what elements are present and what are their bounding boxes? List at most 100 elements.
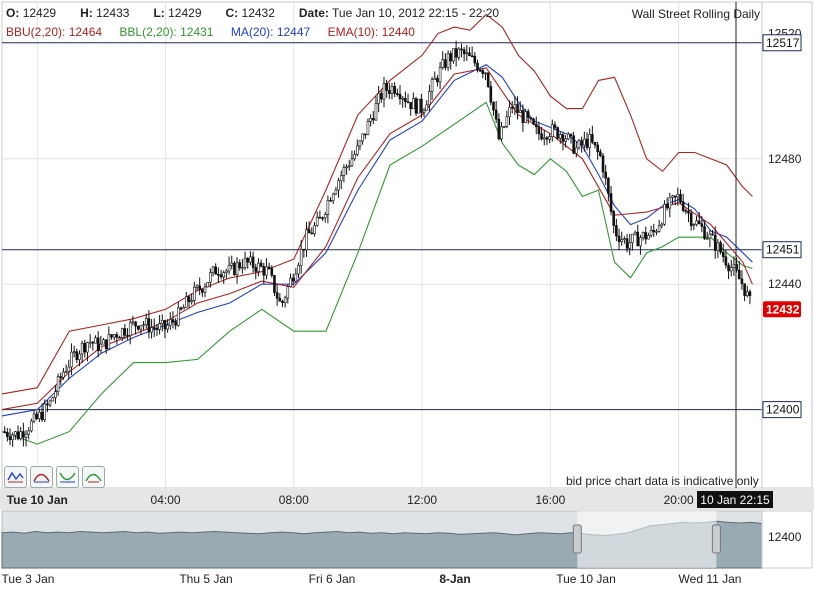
candle-body — [355, 145, 359, 155]
candle-body — [206, 282, 209, 288]
candle-body — [398, 93, 402, 100]
candle-body — [75, 351, 79, 360]
candle-body — [72, 351, 76, 353]
candle-body — [393, 86, 396, 94]
navigator-x-label: Thu 5 Jan — [179, 572, 232, 586]
candle-body — [558, 134, 562, 139]
candle-body — [251, 256, 255, 268]
candle-body — [380, 93, 383, 100]
candle-body — [470, 55, 474, 58]
navigator-x-label: Wed 11 Jan — [679, 572, 742, 586]
candle-body — [254, 267, 258, 272]
candle-body — [729, 267, 733, 272]
candle-body — [684, 210, 688, 212]
candle-body — [273, 275, 276, 293]
tool-settings-icon[interactable] — [82, 466, 105, 488]
navigator-y-panel — [761, 510, 813, 569]
open-label: O: — [6, 6, 20, 20]
candle-body — [201, 289, 204, 293]
candle-body — [54, 391, 57, 398]
tool-indicator-icon[interactable] — [30, 466, 53, 488]
series-ema-10- — [1, 67, 753, 411]
candle-body — [505, 116, 509, 127]
candle-body — [334, 189, 338, 195]
candle-body — [331, 193, 335, 202]
candle-body — [342, 167, 346, 176]
candle-body — [115, 334, 119, 338]
candle-body — [465, 52, 469, 55]
candle-body — [436, 77, 439, 83]
candle-body — [40, 411, 44, 421]
candle-body — [265, 266, 268, 276]
candle-body — [481, 70, 485, 75]
y-tick-label: 12440 — [768, 277, 802, 291]
candle-body — [604, 171, 607, 179]
candle-body — [697, 220, 701, 224]
candle-body — [580, 140, 583, 146]
candle-body — [353, 154, 356, 160]
candle-body — [428, 91, 431, 106]
candle-body — [80, 342, 84, 355]
candle-body — [518, 110, 522, 113]
candle-body — [267, 266, 271, 269]
candle-body — [409, 102, 412, 110]
candle-body — [257, 262, 260, 272]
candle-body — [422, 109, 426, 113]
candle-body — [168, 319, 172, 326]
candle-body — [14, 431, 17, 436]
x-axis-band — [0, 488, 814, 510]
indicator-legend: BBU(2,20): 12464 BBL(2,20): 12431 MA(20)… — [6, 25, 429, 39]
candle-body — [542, 137, 546, 140]
candle-body — [673, 195, 677, 198]
candle-body — [548, 136, 551, 140]
navigator-x-label: Tue 10 Jan — [556, 572, 616, 586]
candle-body — [104, 339, 108, 350]
candle-body — [155, 328, 159, 331]
candle-body — [404, 97, 407, 102]
candle-body — [502, 126, 506, 128]
candle-body — [120, 328, 124, 338]
candle-body — [246, 258, 250, 263]
candle-body — [561, 134, 565, 142]
price-level-lines — [2, 42, 762, 411]
candle-body — [441, 59, 445, 68]
navigator-x-label: 8-Jan — [439, 572, 470, 586]
candle-body — [596, 144, 599, 152]
candle-body — [350, 158, 354, 167]
candle-body — [695, 220, 698, 225]
candle-body — [665, 204, 669, 209]
candle-body — [187, 296, 191, 303]
tool-chart-type-icon[interactable] — [4, 466, 27, 488]
candle-body — [588, 134, 591, 148]
candle-body — [473, 55, 477, 64]
candle-body — [128, 322, 132, 336]
tool-overlay-icon[interactable] — [56, 466, 79, 488]
candle-body — [195, 285, 199, 288]
candle-body — [275, 292, 279, 299]
candle-body — [644, 232, 648, 240]
candle-body — [446, 53, 450, 68]
x-axis: Tue 10 Jan 04:00 08:00 12:00 16:00 20:00 10 Ja… — [0, 488, 814, 510]
high-value: 12433 — [96, 6, 130, 20]
candle-body — [612, 211, 616, 226]
candlesticks — [3, 40, 752, 448]
candle-body — [566, 133, 570, 140]
candle-body — [313, 225, 316, 235]
candle-body — [270, 268, 274, 276]
candle-body — [126, 334, 129, 337]
candle-body — [337, 180, 340, 191]
current-price-label: 12432 — [766, 302, 800, 316]
low-value: 12429 — [168, 6, 202, 20]
candle-body — [289, 277, 292, 287]
navigator[interactable]: 12400 Tue 3 Jan Thu 5 Jan Fri 6 Jan 8-Jan Tue… — [1, 510, 813, 586]
candle-body — [190, 300, 193, 303]
series-ma-20- — [1, 64, 753, 417]
candle-body — [241, 267, 244, 269]
candle-body — [689, 212, 693, 226]
candle-body — [401, 97, 404, 100]
candle-body — [30, 420, 33, 432]
candle-body — [641, 232, 645, 238]
candle-body — [476, 62, 479, 71]
candle-body — [158, 323, 161, 330]
